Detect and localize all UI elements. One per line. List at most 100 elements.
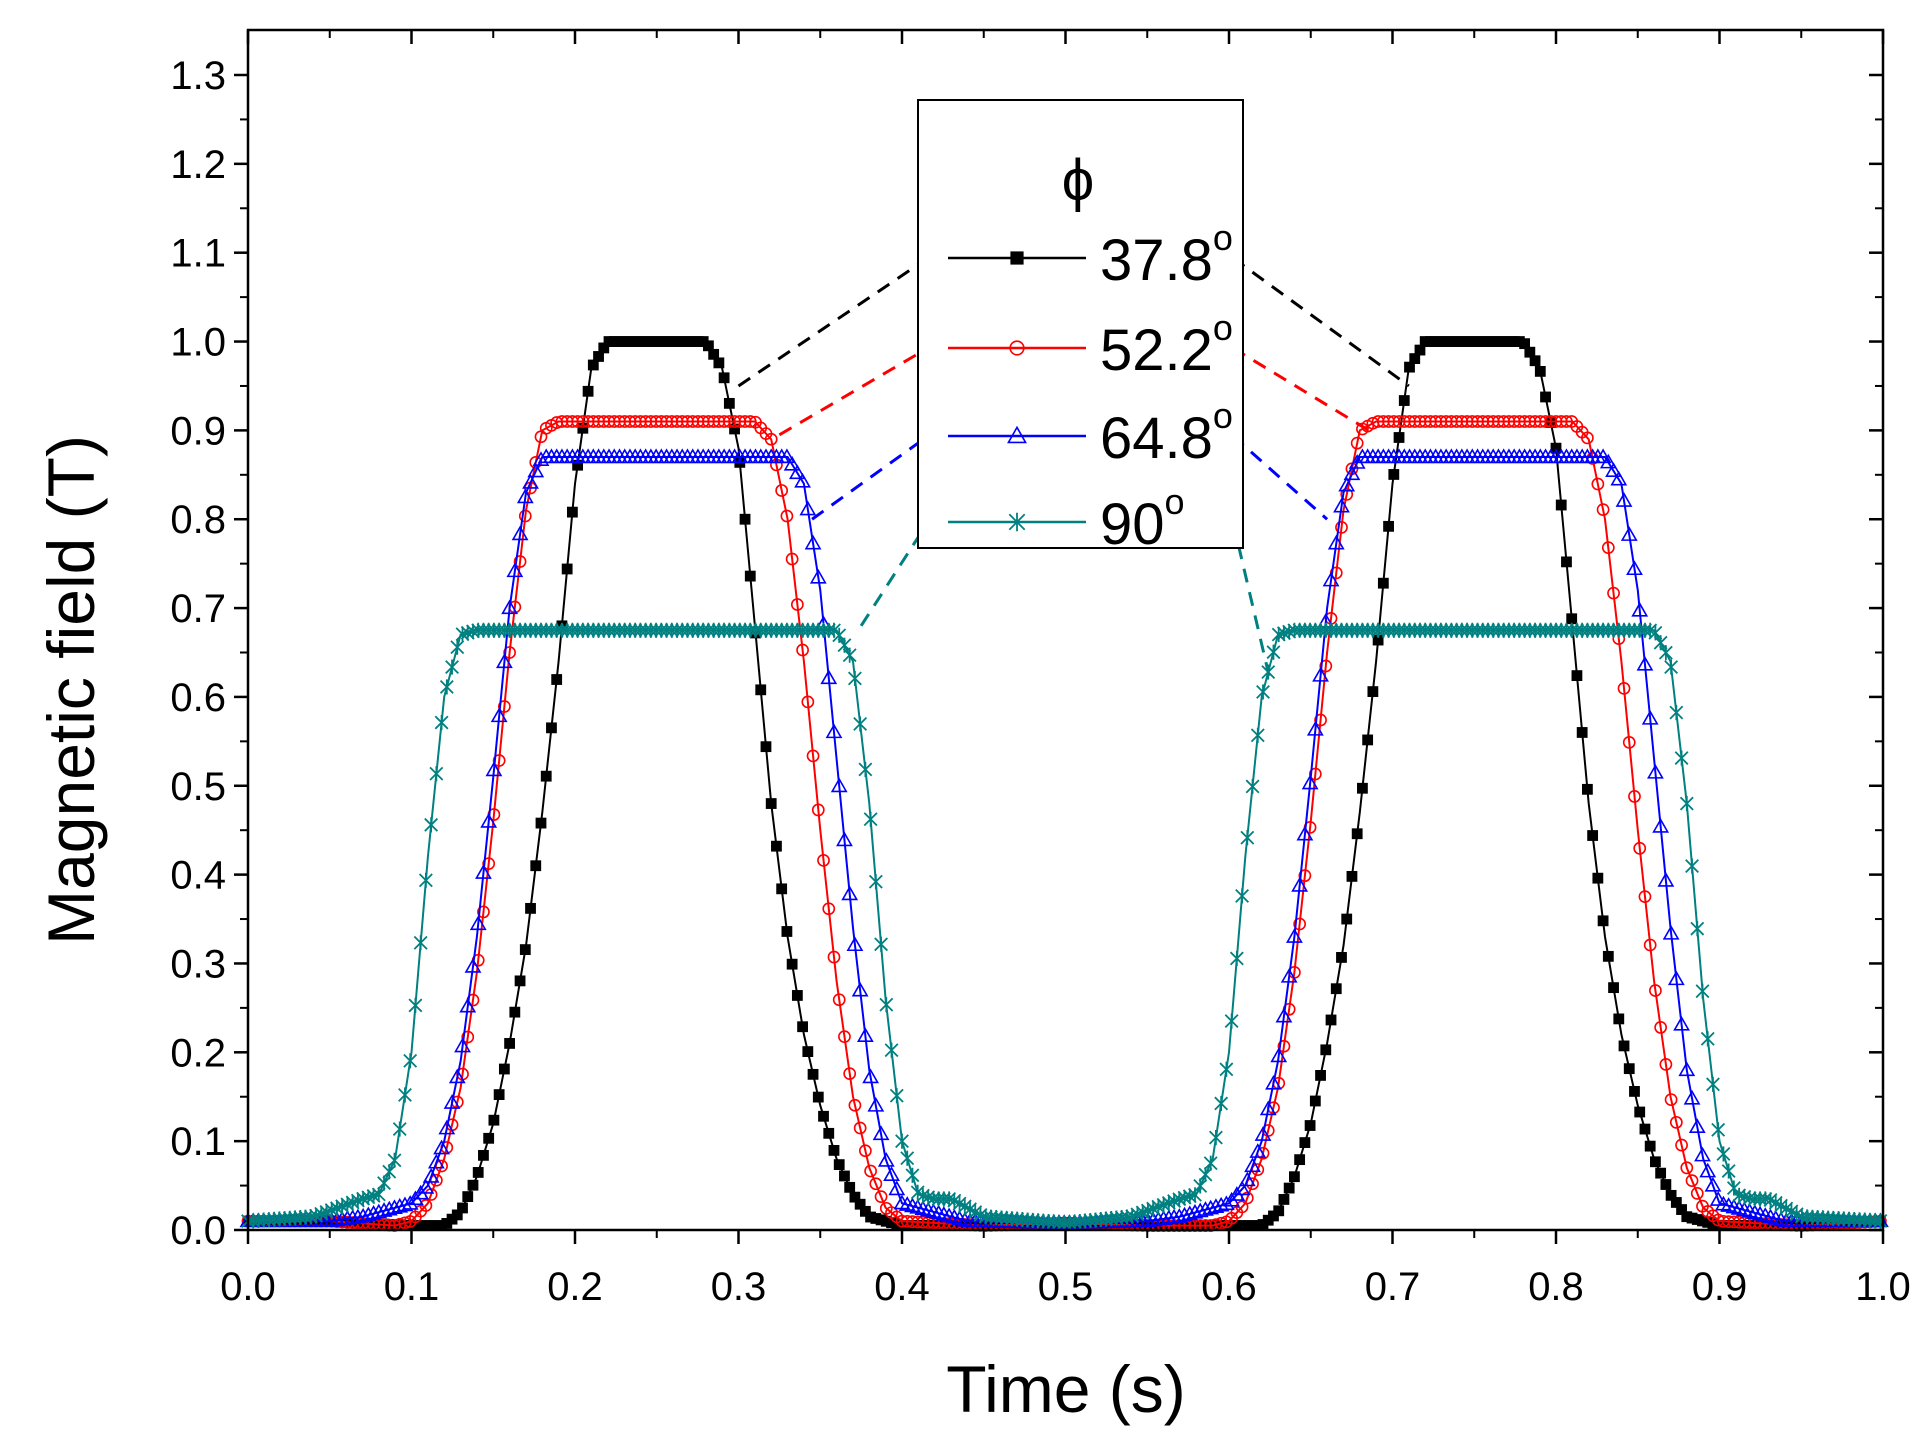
- data-point: [475, 864, 492, 879]
- y-tick-label: 0.1: [170, 1120, 226, 1164]
- data-point: [1658, 645, 1673, 661]
- data-point: [1372, 634, 1384, 646]
- y-tick-label: 1.2: [170, 143, 226, 187]
- data-point: [485, 761, 503, 777]
- legend-label: 37.8o: [1100, 217, 1233, 293]
- data-point: [847, 670, 862, 687]
- legend-leader-left: [737, 256, 929, 388]
- x-tick-label: 0.2: [547, 1265, 603, 1309]
- data-point: [828, 1144, 840, 1156]
- data-point: [1336, 952, 1347, 963]
- data-point: [856, 1027, 874, 1043]
- data-point: [924, 1203, 942, 1218]
- data-point: [1259, 1100, 1277, 1116]
- data-point: [786, 958, 798, 970]
- data-point: [1644, 1140, 1656, 1152]
- data-point: [1626, 560, 1643, 576]
- data-point: [1238, 1171, 1256, 1187]
- legend-entry-2: 52.2o: [948, 307, 1233, 383]
- data-point: [729, 423, 740, 435]
- data-point: [461, 1030, 475, 1044]
- data-point: [839, 1170, 850, 1182]
- data-point: [490, 707, 508, 723]
- data-point: [375, 1202, 393, 1217]
- data-point: [799, 500, 817, 516]
- data-point: [1245, 778, 1260, 795]
- data-point: [1608, 982, 1619, 994]
- y-tick-label: 0.2: [170, 1031, 226, 1075]
- data-point: [582, 385, 594, 397]
- data-point: [403, 1053, 418, 1069]
- data-point: [1383, 520, 1394, 532]
- data-point: [765, 798, 777, 809]
- series-3: [239, 448, 1889, 1229]
- data-point: [1298, 869, 1312, 883]
- data-point: [1315, 1070, 1326, 1081]
- data-point: [1631, 601, 1649, 617]
- data-point: [838, 1030, 851, 1044]
- data-point: [1340, 487, 1354, 501]
- data-point: [1217, 1195, 1235, 1211]
- data-point: [450, 639, 465, 655]
- data-point: [703, 340, 714, 352]
- data-point: [1613, 1013, 1625, 1025]
- data-point: [1357, 782, 1368, 794]
- data-point: [1203, 1155, 1218, 1171]
- x-tick-label: 0.7: [1365, 1265, 1421, 1309]
- data-point: [781, 926, 793, 937]
- legend-leader-left: [859, 521, 930, 627]
- data-point: [1659, 1058, 1673, 1071]
- data-point: [771, 840, 782, 852]
- data-point: [504, 1038, 515, 1049]
- data-point: [1299, 1137, 1311, 1148]
- data-point: [827, 950, 841, 964]
- data-point: [1130, 1206, 1145, 1222]
- data-point: [1873, 1213, 1888, 1229]
- data-point: [598, 342, 610, 354]
- x-axis-label: Time (s): [946, 1352, 1186, 1426]
- data-point: [842, 647, 857, 663]
- data-point: [365, 1205, 382, 1220]
- data-point: [1654, 1021, 1668, 1034]
- data-point: [1664, 1093, 1678, 1106]
- data-point: [743, 415, 757, 428]
- data-point: [809, 568, 827, 584]
- y-tick-label: 0.5: [170, 765, 226, 809]
- data-point: [1674, 750, 1689, 766]
- data-point: [790, 598, 804, 611]
- data-point: [1202, 1199, 1220, 1215]
- data-point: [1320, 1044, 1332, 1056]
- data-point: [822, 902, 836, 916]
- data-point: [1618, 1040, 1630, 1052]
- data-point: [1746, 1204, 1764, 1220]
- data-point: [872, 1125, 890, 1141]
- legend-marker: [1009, 340, 1025, 356]
- data-point: [940, 1207, 958, 1223]
- data-point: [1610, 470, 1628, 486]
- data-point: [392, 1121, 407, 1137]
- data-point: [462, 1191, 474, 1202]
- data-point: [909, 1198, 927, 1214]
- data-point: [1560, 415, 1573, 428]
- legend-marker: [1008, 512, 1026, 532]
- data-point: [739, 513, 751, 525]
- data-point: [419, 1199, 433, 1212]
- data-point: [448, 1068, 466, 1084]
- data-point: [477, 905, 490, 919]
- data-point: [867, 1096, 885, 1112]
- data-point: [1767, 1209, 1785, 1225]
- data-point: [478, 1149, 489, 1161]
- data-point: [1265, 1074, 1282, 1090]
- data-point: [1309, 1095, 1321, 1107]
- data-point: [1607, 586, 1620, 600]
- data-point: [1524, 346, 1536, 358]
- data-point: [783, 455, 801, 471]
- data-point: [1655, 1167, 1667, 1179]
- data-point: [1662, 924, 1680, 940]
- data-point: [401, 1195, 419, 1210]
- data-point: [445, 659, 459, 675]
- data-point: [1596, 503, 1610, 517]
- data-point: [497, 700, 511, 713]
